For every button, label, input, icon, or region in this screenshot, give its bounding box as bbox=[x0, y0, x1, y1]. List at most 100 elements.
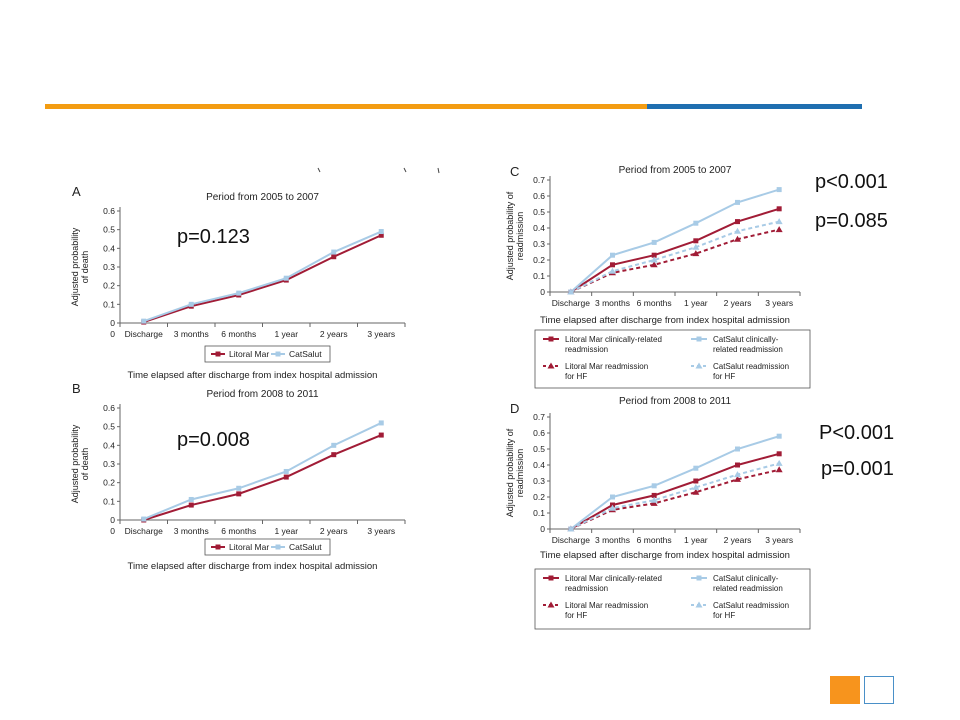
series-line-0 bbox=[143, 234, 382, 324]
data-point bbox=[734, 475, 741, 482]
x-tick-label: Discharge bbox=[125, 329, 164, 339]
p-value-d-clinical: P<0.001 bbox=[819, 422, 895, 444]
y-tick-label: 0.1 bbox=[533, 271, 545, 281]
legend-label-line: for HF bbox=[565, 372, 587, 381]
data-point bbox=[776, 187, 782, 193]
x-tick-label: Discharge bbox=[125, 526, 164, 536]
legend-swatch-marker bbox=[548, 336, 554, 342]
data-point bbox=[692, 488, 700, 495]
legend-swatch-marker bbox=[548, 575, 554, 581]
y-tick-label: 0.6 bbox=[103, 206, 115, 216]
legend-label-line: related readmission bbox=[713, 584, 783, 593]
data-point bbox=[735, 462, 740, 468]
series-line-2 bbox=[570, 468, 780, 530]
legend-label-line: for HF bbox=[713, 372, 735, 381]
data-point bbox=[651, 492, 657, 498]
data-point bbox=[378, 432, 384, 438]
y-axis-label: Adjusted probability ofreadmission bbox=[505, 191, 525, 280]
y-tick-label: 0.3 bbox=[533, 476, 545, 486]
legend-label-line: readmission bbox=[565, 584, 608, 593]
legend-swatch-marker bbox=[275, 544, 281, 550]
data-point bbox=[693, 238, 699, 244]
y-tick-label: 0.6 bbox=[533, 191, 545, 201]
series-line-1 bbox=[143, 422, 382, 520]
y-axis-label-line: Adjusted probability bbox=[70, 227, 80, 306]
y-tick-label: 0.7 bbox=[533, 412, 545, 422]
x-tick-label: 3 years bbox=[765, 298, 793, 308]
data-point bbox=[610, 252, 615, 258]
legend-label-line: readmission bbox=[565, 345, 608, 354]
y-tick-label: 0 bbox=[540, 524, 545, 534]
x-tick-label: 2 years bbox=[320, 526, 348, 536]
data-point bbox=[692, 250, 700, 257]
legend-label-line: CatSalut clinically- bbox=[713, 335, 779, 344]
y-tick-label: 0.2 bbox=[533, 255, 545, 265]
header-accent-bar-blue bbox=[647, 104, 862, 109]
legend-box bbox=[534, 329, 811, 389]
chart-panel-d: D Period from 2008 to 2011 0 0.1 0.2 0.3 0.4 0.… bbox=[500, 395, 820, 635]
data-point bbox=[236, 485, 242, 491]
x-tick-label: 3 months bbox=[595, 298, 630, 308]
legend-swatch-marker bbox=[275, 351, 281, 357]
data-point bbox=[331, 254, 337, 260]
x-tick-label: 3 years bbox=[765, 535, 793, 545]
y-tick-label: 0.5 bbox=[533, 444, 545, 454]
chart-svg-b: B Period from 2008 to 2011 0 0.1 0.2 0.3 0.4 0.… bbox=[70, 381, 406, 572]
y-tick-label: 0.2 bbox=[103, 478, 115, 488]
data-point bbox=[378, 229, 384, 235]
series-line-1 bbox=[570, 435, 780, 530]
legend-label: Litoral Mar clinically-related readmissio… bbox=[565, 335, 662, 354]
chart-title: Period from 2008 to 2011 bbox=[619, 396, 732, 407]
x-tick-label: Discharge bbox=[552, 535, 591, 545]
y-axis-label-line: of death bbox=[80, 251, 90, 284]
legend-swatch-marker bbox=[215, 544, 221, 550]
x-tick-label: 1 year bbox=[684, 535, 708, 545]
series-line-1 bbox=[143, 230, 382, 323]
legend-label: Litoral Mar clinically-related readmissio… bbox=[565, 574, 662, 593]
data-point bbox=[609, 267, 616, 274]
legend-label-line: Litoral Mar readmission bbox=[565, 362, 648, 371]
data-point bbox=[650, 256, 658, 263]
data-point bbox=[734, 235, 741, 242]
data-point bbox=[692, 483, 700, 490]
y-tick-label: 0.4 bbox=[533, 460, 545, 470]
legend-label-line: for HF bbox=[565, 611, 587, 620]
y-tick-label: 0.5 bbox=[103, 225, 115, 235]
data-point bbox=[693, 478, 699, 484]
y-axis-label-line: of death bbox=[80, 448, 90, 481]
x-axis-label: Time elapsed after discharge from index … bbox=[540, 315, 790, 326]
legend-box bbox=[204, 345, 331, 363]
y-tick-label: 0.1 bbox=[533, 508, 545, 518]
y-tick-label: 0.4 bbox=[103, 243, 115, 253]
y-tick-label: 0 bbox=[110, 318, 115, 328]
y-tick-label: 0.5 bbox=[103, 422, 115, 432]
chart-title: Period from 2008 to 2011 bbox=[206, 389, 319, 400]
x-tick-label: 6 months bbox=[221, 329, 256, 339]
chart-panel-a: A Period from 2005 to 2007 0 0.1 0.2 0.3 0.4 0.… bbox=[60, 178, 420, 383]
legend-label: CatSalut readmission for HF bbox=[713, 362, 789, 381]
data-point bbox=[188, 496, 194, 502]
data-point bbox=[735, 446, 740, 452]
y-tick-label: 0.6 bbox=[103, 403, 115, 413]
data-point bbox=[735, 219, 740, 225]
data-point bbox=[775, 218, 783, 225]
data-point bbox=[693, 220, 699, 226]
legend-label-line: Litoral Mar readmission bbox=[565, 601, 648, 610]
data-point bbox=[776, 433, 782, 439]
p-value-c-clinical: p<0.001 bbox=[815, 171, 888, 193]
x-tick-label: 6 months bbox=[221, 526, 256, 536]
x-tick-label: 6 months bbox=[637, 298, 672, 308]
series-line-2 bbox=[570, 228, 780, 293]
x-zero-label: 0 bbox=[110, 526, 115, 536]
data-point bbox=[651, 252, 657, 258]
slide-nav-square-outline bbox=[864, 676, 894, 704]
data-point bbox=[141, 516, 147, 522]
legend-swatch-marker bbox=[695, 601, 703, 608]
x-tick-label: 3 years bbox=[367, 329, 395, 339]
p-value-d-hf: p=0.001 bbox=[821, 458, 894, 480]
series-line-3 bbox=[570, 462, 780, 530]
panel-letter: A bbox=[72, 184, 81, 199]
data-point bbox=[734, 227, 741, 234]
x-axis-label: Time elapsed after discharge from index … bbox=[128, 370, 378, 381]
data-point bbox=[775, 459, 783, 466]
